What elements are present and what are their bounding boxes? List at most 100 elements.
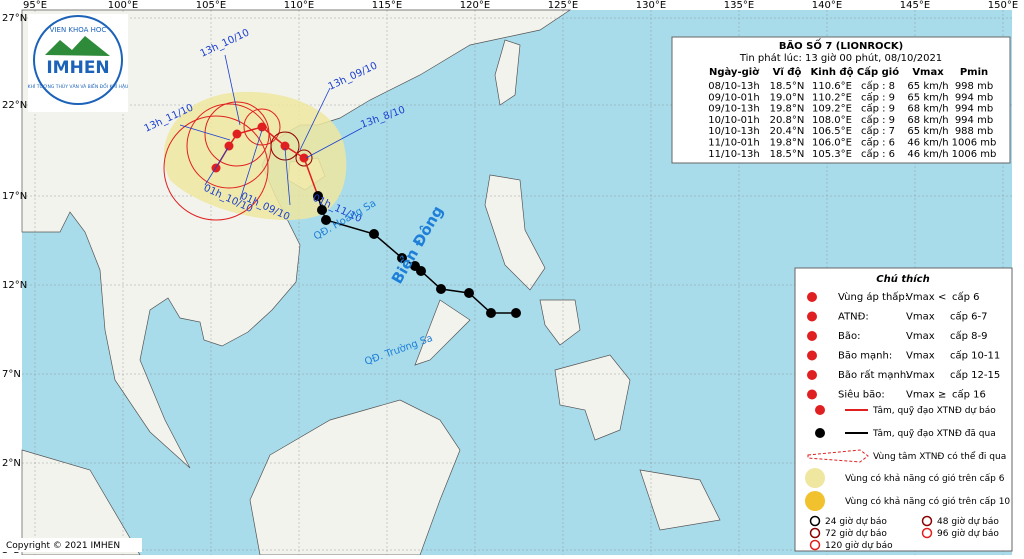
intensity-level: cấp 10-11 bbox=[950, 350, 1000, 362]
table-cell: 19.0°N bbox=[770, 92, 805, 103]
lat-label: 2°N bbox=[2, 458, 21, 469]
intensity-label: Bão mạnh: bbox=[838, 351, 892, 362]
legend-text: 48 giờ dự báo bbox=[937, 516, 999, 527]
copyright-box bbox=[2, 538, 142, 552]
table-cell: cấp : 9 bbox=[861, 91, 895, 103]
table-cell: 09/10-01h bbox=[708, 92, 760, 103]
intensity-symbol bbox=[807, 389, 817, 400]
forecast-center bbox=[232, 129, 242, 139]
past-center bbox=[369, 229, 379, 239]
table-cell: 988 mb bbox=[955, 126, 993, 137]
legend-text: Tâm, quỹ đạo XTNĐ dự báo bbox=[872, 406, 996, 416]
table-cell: cấp : 9 bbox=[861, 114, 895, 126]
legend-text: Tâm, quỹ đạo XTNĐ đã qua bbox=[872, 429, 996, 439]
logo-top: VIEN KHOA HOC bbox=[50, 26, 107, 34]
lon-label: 140°E bbox=[812, 0, 842, 11]
intensity-vmax: Vmax bbox=[906, 292, 935, 303]
table-cell: 109.2°E bbox=[812, 104, 852, 115]
past-track-symbol bbox=[815, 428, 825, 438]
table-cell: 994 mb bbox=[955, 115, 993, 126]
lon-label: 135°E bbox=[724, 0, 754, 11]
intensity-label: Bão rất mạnh: bbox=[838, 369, 910, 381]
intensity-vmax: Vmax bbox=[906, 331, 935, 342]
circle-symbol bbox=[921, 515, 933, 527]
intensity-vmax: Vmax bbox=[906, 370, 935, 381]
table-cell: 998 mb bbox=[955, 81, 993, 92]
table-cell: 09/10-13h bbox=[708, 104, 760, 115]
wind10-symbol bbox=[805, 491, 825, 511]
radius-circles bbox=[270, 131, 313, 167]
intensity-level: cấp 6-7 bbox=[950, 311, 988, 323]
forecast-center bbox=[224, 141, 234, 151]
copyright: Copyright © 2021 IMHEN bbox=[6, 541, 120, 551]
table-cell: 10/10-13h bbox=[708, 126, 760, 137]
intensity-label: ATNĐ: bbox=[838, 312, 869, 323]
table-header: Vmax bbox=[912, 67, 944, 78]
table-cell: cấp : 6 bbox=[861, 148, 895, 160]
table-cell: cấp : 9 bbox=[861, 103, 895, 115]
info-title: BÃO SỐ 7 (LIONROCK) bbox=[779, 37, 903, 52]
past-center bbox=[397, 253, 407, 263]
table-cell: 11/10-01h bbox=[708, 138, 760, 149]
lat-label: 17°N bbox=[2, 191, 27, 202]
table-cell: 1006 mb bbox=[952, 149, 997, 160]
intensity-vmax: Vmax bbox=[906, 351, 935, 362]
table-header: Vĩ độ bbox=[773, 66, 802, 78]
intensity-label: Bão: bbox=[838, 331, 860, 342]
label-leaders bbox=[179, 54, 363, 206]
past-center bbox=[317, 205, 327, 215]
logo-name: IMHEN bbox=[46, 58, 109, 78]
past-center bbox=[486, 308, 496, 318]
lat-label: 12°N bbox=[2, 280, 27, 291]
table-cell: cấp : 7 bbox=[861, 125, 895, 137]
cone-symbol bbox=[807, 449, 869, 463]
legend-title: Chú thích bbox=[876, 273, 929, 285]
table-cell: 20.4°N bbox=[770, 126, 805, 137]
lat-label: 27°N bbox=[2, 13, 27, 24]
intensity-level: cấp 16 bbox=[952, 389, 986, 401]
lon-label: 145°E bbox=[900, 0, 930, 11]
table-cell: cấp : 8 bbox=[861, 80, 895, 92]
circle-symbol bbox=[809, 515, 821, 527]
table-cell: 20.8°N bbox=[770, 115, 805, 126]
forecast-track-symbol bbox=[815, 405, 825, 415]
lon-label: 100°E bbox=[108, 0, 138, 11]
forecast-center bbox=[280, 141, 290, 151]
logo-mountain bbox=[45, 36, 110, 56]
table-header: Kinh độ bbox=[811, 66, 854, 78]
table-header: Cấp gió bbox=[857, 65, 899, 78]
table-cell: 19.8°N bbox=[770, 104, 805, 115]
intensity-symbol bbox=[807, 370, 817, 380]
legend-text: 72 giờ dự báo bbox=[825, 528, 887, 539]
table-cell: 110.2°E bbox=[812, 92, 852, 103]
table-cell: 994 mb bbox=[955, 104, 993, 115]
table-cell: 68 km/h bbox=[907, 104, 948, 115]
lon-label: 115°E bbox=[372, 0, 402, 11]
land bbox=[21, 9, 721, 556]
legend-text: Vùng có khả năng có gió trên cấp 6 bbox=[845, 473, 1005, 484]
table-cell: 110.6°E bbox=[812, 81, 852, 92]
info-subtitle: Tin phát lúc: 13 giờ 00 phút, 08/10/2021 bbox=[739, 52, 942, 64]
lon-label: 125°E bbox=[548, 0, 578, 11]
past-center bbox=[410, 261, 420, 271]
lon-label: 95°E bbox=[23, 0, 47, 11]
legend-text: 96 giờ dự báo bbox=[937, 528, 999, 539]
legend-text: Vùng có khả năng có gió trên cấp 10 bbox=[845, 496, 1010, 507]
legend-text: 24 giờ dự báo bbox=[825, 516, 887, 527]
table-cell: 65 km/h bbox=[907, 126, 948, 137]
legend-text: Vùng tâm XTNĐ có thể đi qua bbox=[873, 451, 1006, 462]
legend-box bbox=[794, 267, 1013, 552]
table-cell: 19.8°N bbox=[770, 138, 805, 149]
table-cell: 65 km/h bbox=[907, 92, 948, 103]
intensity-sign: ≥ bbox=[938, 390, 946, 401]
circle-symbol bbox=[809, 527, 821, 539]
intensity-label: Vùng áp thấp: bbox=[838, 291, 908, 303]
past-center bbox=[511, 308, 521, 318]
table-cell: 18.5°N bbox=[770, 149, 805, 160]
circle-symbol bbox=[921, 527, 933, 539]
lon-label: 105°E bbox=[196, 0, 226, 11]
table-cell: 08/10-13h bbox=[708, 81, 760, 92]
intensity-symbol bbox=[807, 350, 817, 361]
intensity-level: cấp 6 bbox=[952, 291, 980, 303]
